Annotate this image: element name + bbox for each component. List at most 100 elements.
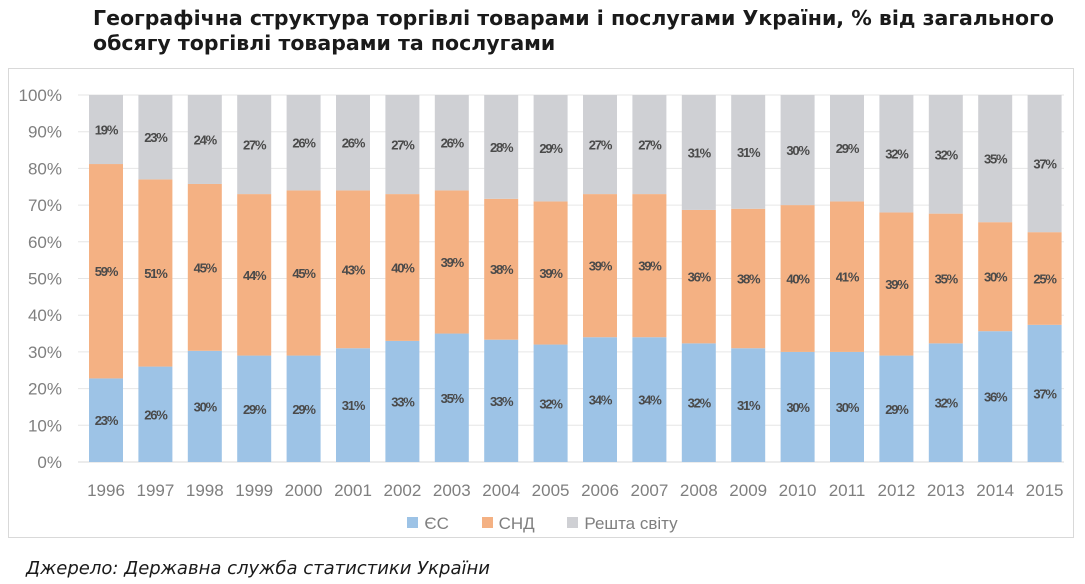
data-label-eu-2014: 36% [984,390,1008,405]
data-label-eu-2013: 32% [935,396,959,411]
bar-rest-1997 [138,95,173,180]
data-label-rest-2012: 32% [885,147,909,162]
data-label-eu-1996: 23% [95,413,119,428]
x-tick-label: 2005 [532,481,570,500]
data-label-cis-2014: 30% [984,270,1008,285]
bar-eu-2000 [286,355,321,462]
x-tick-label: 1998 [186,481,224,500]
data-label-cis-1996: 59% [95,264,119,279]
bar-eu-1997 [138,366,173,462]
data-label-eu-1997: 26% [144,407,168,422]
data-label-eu-2005: 32% [539,396,563,411]
bar-rest-1999 [237,95,272,195]
bar-rest-2001 [336,95,370,191]
bar-rest-2000 [286,95,321,191]
bar-eu-1996 [89,378,123,462]
x-tick-label: 2012 [877,481,915,500]
data-label-eu-2015: 37% [1033,386,1057,401]
bar-rest-2013 [928,95,963,214]
bar-eu-1998 [187,350,222,462]
bar-cis-2005 [533,201,568,345]
bar-eu-2008 [681,343,716,462]
bar-rest-2006 [583,95,617,195]
bar-eu-2014 [978,331,1013,462]
data-label-eu-2004: 33% [490,394,514,409]
data-label-cis-2012: 39% [885,277,909,292]
data-label-cis-1999: 44% [243,268,267,283]
bar-cis-2002 [385,194,420,341]
bar-eu-2001 [336,348,370,462]
bar-eu-2002 [385,340,420,462]
y-tick-label: 80% [28,159,62,178]
legend-swatch-eu [407,517,419,528]
chart-title: Географічна структура торгівлі товарами … [93,6,1054,55]
data-label-rest-1996: 19% [95,123,119,138]
legend-label-cis: СНД [498,514,535,533]
bar-eu-2007 [632,337,667,462]
data-label-rest-1998: 24% [194,132,218,147]
data-label-rest-2001: 26% [342,136,366,151]
bar-cis-2001 [336,190,370,349]
data-label-eu-1998: 30% [194,399,218,414]
data-label-eu-2009: 31% [737,398,761,413]
x-tick-label: 1999 [235,481,273,500]
x-tick-label: 2011 [829,481,866,500]
bar-rest-2011 [830,95,864,202]
x-tick-label: 2000 [285,481,323,500]
bar-cis-2006 [583,194,617,338]
bar-rest-1996 [89,95,123,165]
y-tick-label: 30% [28,343,62,362]
bar-rest-2002 [385,95,420,195]
data-label-cis-2003: 39% [441,255,465,270]
data-label-rest-2000: 26% [292,136,316,151]
bar-cis-2000 [286,190,321,356]
data-label-cis-2011: 41% [836,270,860,285]
data-label-rest-2007: 27% [638,138,662,153]
source-note: Джерело: Державна служба статистики Укра… [26,558,490,579]
bar-eu-2015 [1027,324,1062,462]
bar-cis-2003 [434,190,469,334]
x-tick-label: 2006 [581,481,619,500]
y-tick-label: 50% [28,270,62,289]
data-labels: 23% 59% 19% 26% 51% 23% 30% 45% 24% 29% 44% 27% 29% 4… [95,123,1059,429]
legend-item-eu: ЄС [407,514,449,534]
x-tick-label: 2007 [630,481,668,500]
bar-rest-2012 [879,95,914,213]
y-tick-label: 0% [37,453,62,472]
x-tick-label: 2008 [680,481,718,500]
data-label-cis-2009: 38% [737,272,761,287]
bar-eu-1999 [237,355,272,462]
data-label-rest-2011: 29% [836,141,860,156]
y-tick-label: 60% [28,233,62,252]
data-label-cis-2006: 39% [589,259,613,274]
bar-eu-2012 [879,355,914,462]
legend-swatch-cis [481,517,493,528]
bar-cis-2007 [632,194,667,338]
data-label-rest-2004: 28% [490,140,514,155]
data-label-rest-1999: 27% [243,138,267,153]
data-label-eu-2010: 30% [786,400,810,415]
bar-cis-2010 [780,205,815,352]
bar-rest-2014 [978,95,1013,223]
data-label-cis-2013: 35% [935,272,959,287]
data-label-rest-2006: 27% [589,138,613,153]
bar-cis-1996 [89,164,123,379]
bar-rest-2005 [533,95,568,202]
x-tick-label: 2010 [779,481,817,500]
data-label-eu-2002: 33% [391,394,415,409]
legend-swatch-rest [567,517,579,528]
bar-rest-2003 [434,95,469,191]
data-label-cis-2008: 36% [688,270,712,285]
bar-eu-2005 [533,344,568,462]
bar-eu-2006 [583,337,617,462]
x-axis: 1996 1997 1998 1999 2000 2001 2002 2003 2004 2005… [87,481,1063,500]
data-label-cis-2010: 40% [786,272,810,287]
gridlines [78,94,1064,463]
x-tick-label: 2013 [927,481,965,500]
bar-rest-2010 [780,95,815,206]
data-label-eu-2007: 34% [638,393,662,408]
legend-label-eu: ЄС [424,514,449,533]
data-label-eu-2008: 32% [688,396,712,411]
data-label-rest-2014: 35% [984,152,1008,167]
data-label-eu-1999: 29% [243,402,267,417]
